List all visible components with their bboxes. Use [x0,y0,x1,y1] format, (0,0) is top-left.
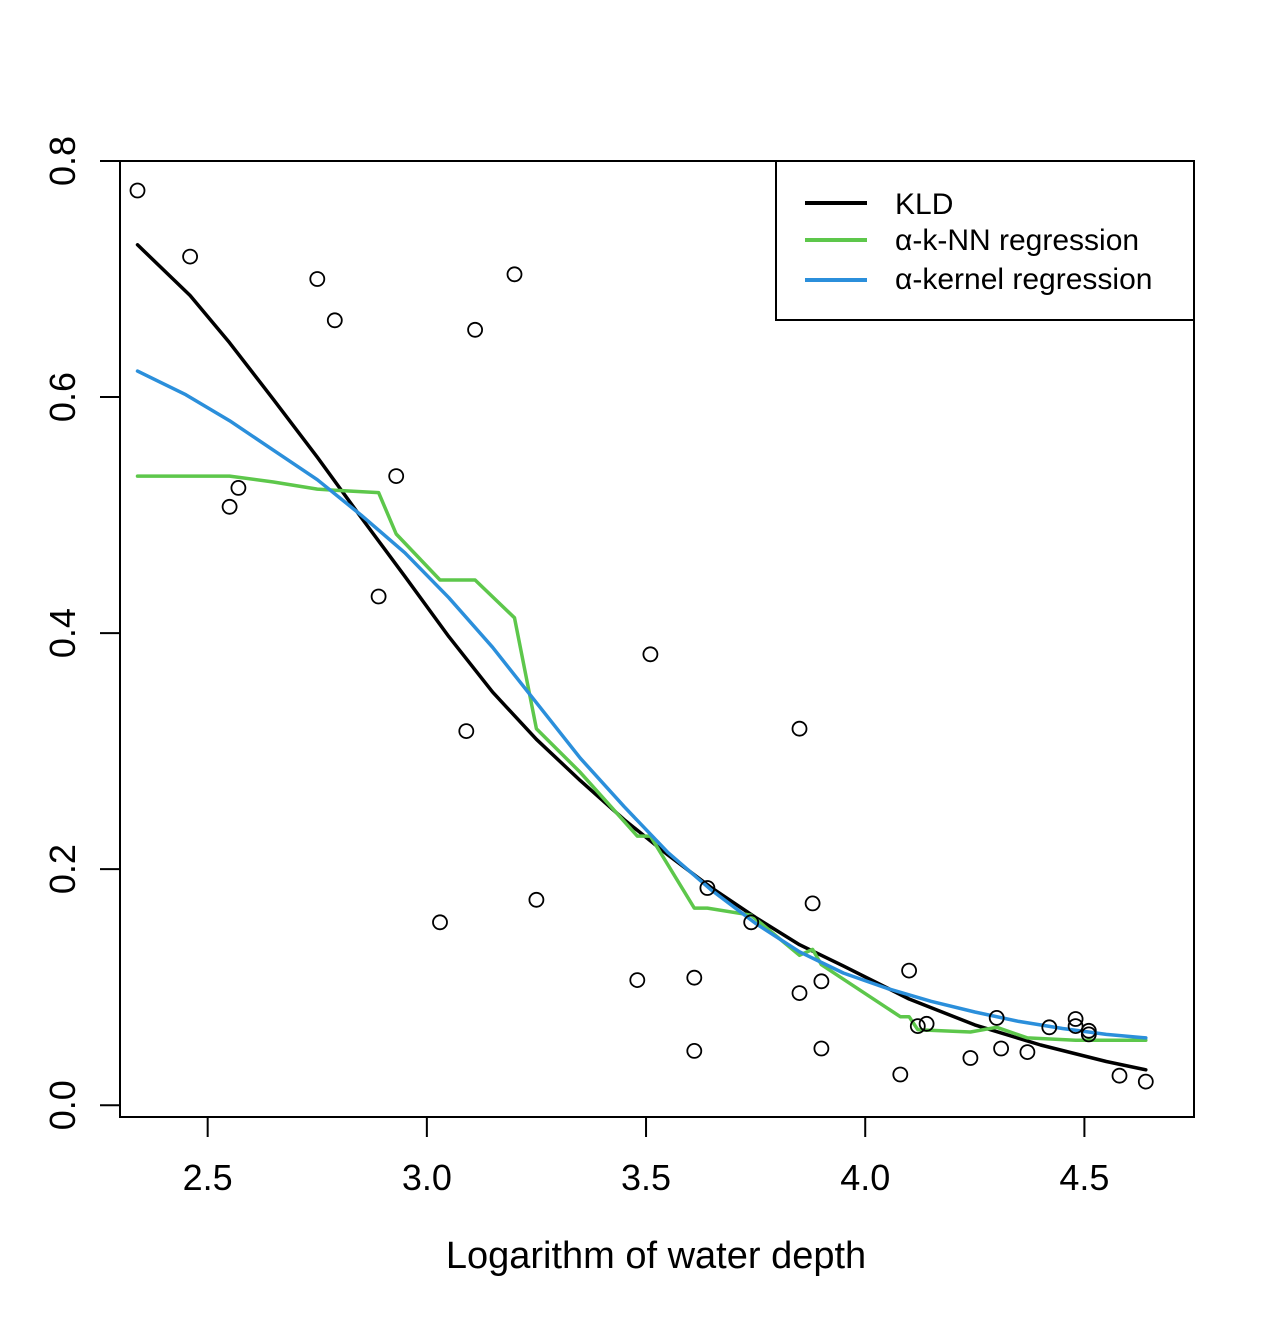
y-tick-label: 0.4 [42,608,83,658]
scatter-point [901,962,917,979]
series-line-kld [135,243,1148,1072]
y-tick-label: 0.6 [42,372,83,422]
scatter-point [182,248,199,265]
scatter-point [326,312,343,329]
x-tick-label: 4.5 [1059,1157,1109,1198]
x-tick-label: 3.5 [621,1157,671,1198]
series-line-knn [135,474,1148,1043]
scatter-point [813,1040,830,1057]
scatter-point [506,266,523,283]
scatter-point [804,895,821,912]
x-tick-label: 4.0 [840,1157,890,1198]
scatter-point [686,969,703,986]
scatter-point [791,985,808,1001]
x-axis-title: Logarithm of water depth [446,1235,866,1277]
scatter-point [1111,1067,1128,1084]
scatter-point [370,588,387,605]
scatter-point [686,1043,703,1059]
legend-label-knn: α-k-NN regression [895,224,1139,257]
y-axis: 0.0 0.2 0.4 0.6 0.8 [42,136,121,1130]
y-tick-label: 0.8 [42,136,83,186]
scatter-point [909,1018,926,1034]
scatter-point [129,182,146,199]
legend-label-kernel: α-kernel regression [895,263,1152,296]
scatter-point [221,498,238,515]
y-tick-label: 0.2 [42,844,83,894]
scatter-point [1067,1011,1084,1027]
scatter-point [388,468,405,485]
x-tick-label: 3.0 [402,1157,452,1198]
legend-label-kld: KLD [895,188,953,221]
scatter-point [993,1040,1009,1057]
scatter-point [962,1050,979,1066]
scatter-point [813,973,830,990]
scatter-point [743,914,760,931]
scatter-point [791,720,808,737]
legend: KLD α-k-NN regression α-kernel regressio… [775,160,1195,321]
scatter-points [129,182,1154,1090]
scatter-point [1137,1073,1154,1090]
scatter-point [458,723,475,739]
scatter-point [699,880,716,896]
scatter-point [467,321,484,338]
scatter-point [528,891,545,908]
scatter-point [988,1010,1005,1026]
scatter-point [1019,1044,1036,1060]
y-tick-label: 0.0 [42,1080,83,1130]
scatter-point [918,1015,935,1032]
x-tick-label: 2.5 [183,1157,233,1198]
series-line-kernel [135,369,1148,1040]
scatter-point [309,271,326,287]
x-axis: 2.5 3.0 3.5 4.0 4.5 [183,1116,1109,1198]
scatter-point [1041,1019,1058,1036]
scatter-point [230,479,247,496]
scatter-point [1080,1026,1097,1043]
scatter-point [642,646,659,663]
scatter-point [892,1066,909,1083]
scatter-point [432,914,448,931]
scatter-point [629,972,646,988]
series-lines [135,243,1148,1072]
